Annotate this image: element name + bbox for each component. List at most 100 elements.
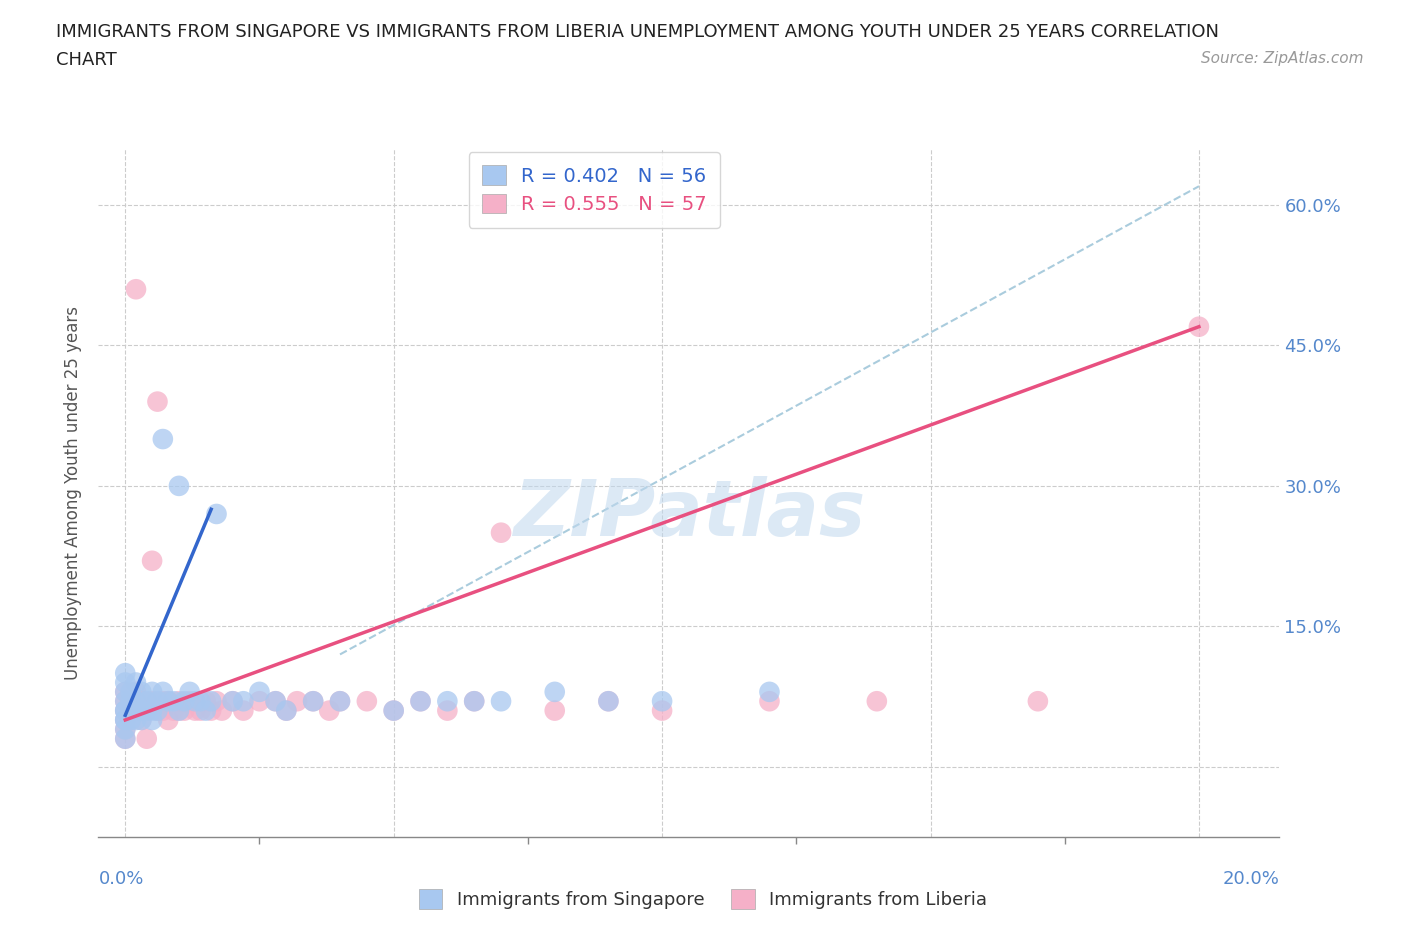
Point (285, 694, 308, 709)
Point (382, 703, 405, 718)
Point (544, 703, 567, 718)
Text: IMMIGRANTS FROM SINGAPORE VS IMMIGRANTS FROM LIBERIA UNEMPLOYMENT AMONG YOUTH UN: IMMIGRANTS FROM SINGAPORE VS IMMIGRANTS … (56, 23, 1219, 41)
Point (866, 694, 889, 709)
Point (302, 694, 325, 709)
Point (114, 684, 136, 699)
Point (125, 684, 148, 699)
Point (114, 712, 136, 727)
Point (463, 694, 485, 709)
Point (194, 703, 217, 718)
Point (436, 703, 458, 718)
Point (114, 703, 136, 718)
Point (173, 694, 195, 709)
Point (329, 694, 352, 709)
Text: CHART: CHART (56, 51, 117, 69)
Point (131, 694, 153, 709)
Point (125, 282, 148, 297)
Point (249, 694, 271, 709)
Point (544, 684, 567, 699)
Point (146, 694, 169, 709)
Point (221, 694, 243, 709)
Legend: Immigrants from Singapore, Immigrants from Liberia: Immigrants from Singapore, Immigrants fr… (412, 882, 994, 916)
Point (131, 712, 153, 727)
Point (125, 712, 148, 727)
Point (131, 703, 153, 718)
Point (167, 703, 190, 718)
Point (125, 694, 148, 709)
Point (232, 703, 254, 718)
Point (598, 694, 620, 709)
Point (356, 694, 378, 709)
Point (1026, 694, 1049, 709)
Point (184, 703, 207, 718)
Point (211, 703, 233, 718)
Point (120, 694, 142, 709)
Point (167, 478, 190, 493)
Point (194, 694, 217, 709)
Point (651, 694, 673, 709)
Point (232, 694, 254, 709)
Point (135, 694, 157, 709)
Point (318, 703, 340, 718)
Point (146, 703, 169, 718)
Point (173, 703, 195, 718)
Point (141, 703, 163, 718)
Point (167, 703, 190, 718)
Y-axis label: Unemployment Among Youth under 25 years: Unemployment Among Youth under 25 years (65, 306, 83, 680)
Point (264, 694, 287, 709)
Point (598, 694, 620, 709)
Point (190, 703, 212, 718)
Point (184, 694, 207, 709)
Point (152, 432, 174, 446)
Text: ZIPatlas: ZIPatlas (513, 475, 865, 551)
Point (329, 694, 352, 709)
Point (758, 694, 780, 709)
Point (141, 694, 163, 709)
Point (1188, 319, 1211, 334)
Point (131, 684, 153, 699)
Point (382, 703, 405, 718)
Point (114, 712, 136, 727)
Point (200, 703, 222, 718)
Point (114, 684, 136, 699)
Point (409, 694, 432, 709)
Point (125, 675, 148, 690)
Point (651, 703, 673, 718)
Point (120, 712, 142, 727)
Point (114, 703, 136, 718)
Point (141, 712, 163, 727)
Point (146, 703, 169, 718)
Point (152, 694, 174, 709)
Point (758, 684, 780, 699)
Text: 0.0%: 0.0% (98, 870, 143, 887)
Point (463, 694, 485, 709)
Point (302, 694, 325, 709)
Point (120, 694, 142, 709)
Point (120, 684, 142, 699)
Point (114, 675, 136, 690)
Point (114, 666, 136, 681)
Point (489, 525, 512, 540)
Point (167, 694, 190, 709)
Text: Source: ZipAtlas.com: Source: ZipAtlas.com (1201, 51, 1364, 66)
Point (221, 694, 243, 709)
Point (120, 712, 142, 727)
Point (157, 694, 180, 709)
Point (205, 694, 228, 709)
Point (114, 703, 136, 718)
Point (162, 703, 184, 718)
Legend: R = 0.402   N = 56, R = 0.555   N = 57: R = 0.402 N = 56, R = 0.555 N = 57 (468, 152, 720, 228)
Point (114, 712, 136, 727)
Point (152, 703, 174, 718)
Point (114, 722, 136, 737)
Point (114, 694, 136, 709)
Point (264, 694, 287, 709)
Point (152, 684, 174, 699)
Point (409, 694, 432, 709)
Point (179, 684, 201, 699)
Text: 20.0%: 20.0% (1223, 870, 1279, 887)
Point (200, 694, 222, 709)
Point (276, 703, 298, 718)
Point (162, 694, 184, 709)
Point (135, 703, 157, 718)
